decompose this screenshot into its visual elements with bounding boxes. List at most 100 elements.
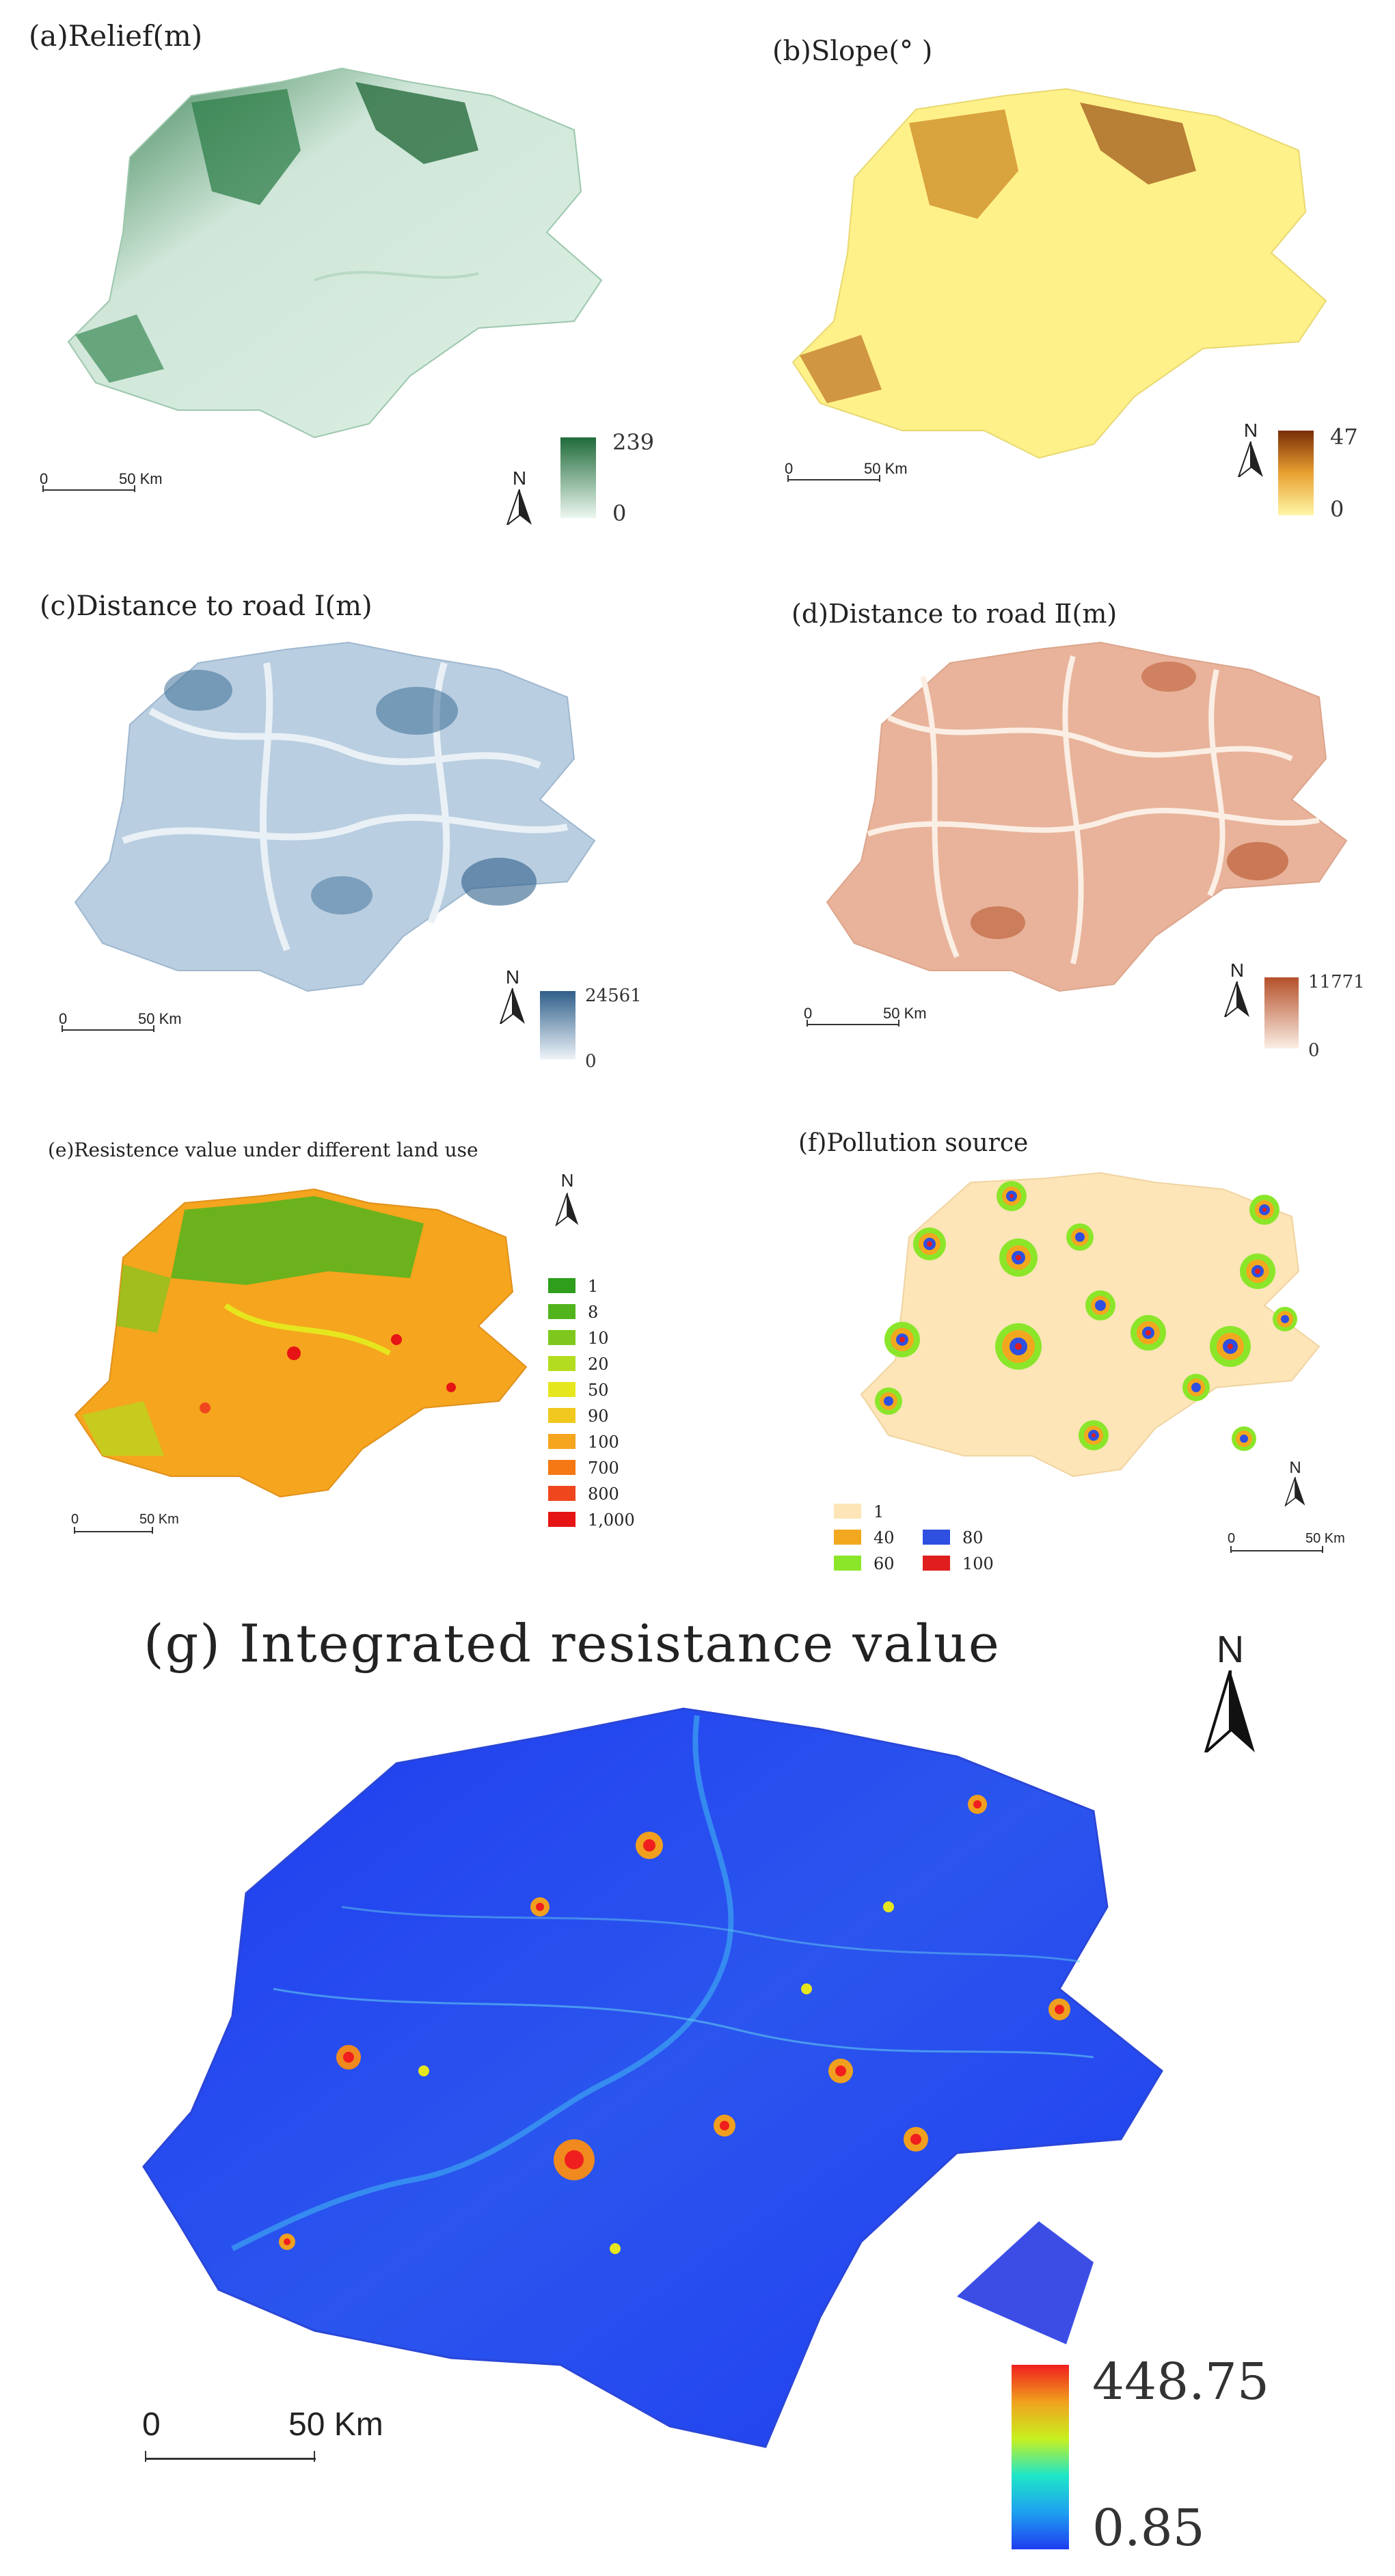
ramp-min-label: 0 xyxy=(612,500,627,526)
legend-label: 1 xyxy=(588,1277,599,1296)
land-use-legend-item: 8 xyxy=(548,1303,671,1322)
legend-label: 100 xyxy=(588,1433,619,1452)
panel-slope: (b)Slope(° ) 0 50 Km N 47 0 xyxy=(724,0,1394,533)
land-use-legend-item: 800 xyxy=(548,1484,671,1504)
legend-swatch xyxy=(923,1556,950,1571)
scale-distance-label: 50 Km xyxy=(1305,1531,1345,1546)
north-arrow: N xyxy=(1189,1627,1271,1766)
relief-legend-ramp: 239 0 xyxy=(560,429,677,526)
legend-label: 60 xyxy=(873,1554,895,1573)
ramp-min-label: 0.85 xyxy=(1092,2499,1205,2558)
ramp-min-label: 0 xyxy=(1308,1040,1320,1061)
land-use-legend-item: 1,000 xyxy=(548,1510,671,1530)
panel-title: (g) Integrated resistance value xyxy=(144,1613,1001,1674)
scale-distance-label: 50 Km xyxy=(138,1010,182,1027)
scale-distance-label: 50 Km xyxy=(288,2406,383,2443)
legend-label: 1 xyxy=(873,1502,884,1521)
pollution-legend-item-60: 60 xyxy=(834,1554,930,1573)
land-use-map xyxy=(74,1188,528,1498)
legend-swatch xyxy=(548,1330,575,1345)
scale-bar: 0 50 Km xyxy=(59,1010,182,1039)
pollution-map xyxy=(860,1171,1320,1478)
scale-bar: 0 50 Km xyxy=(804,1005,927,1033)
north-arrow: N xyxy=(547,1170,588,1229)
scale-zero-label: 0 xyxy=(1228,1531,1236,1546)
slope-map xyxy=(791,87,1327,459)
pollution-buffers xyxy=(875,1181,1297,1451)
legend-swatch xyxy=(548,1382,575,1397)
north-label: N xyxy=(1216,1627,1245,1670)
ramp-max-label: 11771 xyxy=(1308,972,1365,992)
scale-zero-label: 0 xyxy=(40,470,49,487)
region-shape xyxy=(67,67,603,439)
scale-bar: 0 50 Km xyxy=(785,460,908,489)
panel-title: (b)Slope(° ) xyxy=(772,36,933,67)
pollution-legend-item-1: 1 xyxy=(834,1502,930,1521)
panel-title: (d)Distance to road Ⅱ(m) xyxy=(791,599,1118,629)
north-label: N xyxy=(1230,960,1245,981)
pollution-legend-item-40: 40 xyxy=(834,1528,930,1547)
legend-swatch xyxy=(548,1486,575,1501)
panel-distance-road-2: (d)Distance to road Ⅱ(m) 0 50 Km N 11771… xyxy=(724,567,1394,1087)
legend-swatch xyxy=(548,1460,575,1475)
land-use-legend-item: 100 xyxy=(548,1433,671,1452)
land-use-legend-item: 90 xyxy=(548,1407,671,1426)
distance-road-2-map xyxy=(826,641,1348,992)
ramp-max-label: 448.75 xyxy=(1092,2353,1269,2411)
north-arrow: N xyxy=(492,966,533,1025)
legend-swatch xyxy=(548,1434,575,1449)
land-use-legend-item: 700 xyxy=(548,1459,671,1478)
ramp-min-label: 0 xyxy=(1330,496,1344,522)
north-label: N xyxy=(560,1170,574,1191)
land-use-legend-item: 10 xyxy=(548,1329,671,1348)
relief-map xyxy=(67,67,603,439)
legend-swatch xyxy=(834,1504,861,1519)
pollution-legend-item-80: 80 xyxy=(923,1528,1018,1547)
legend-label: 20 xyxy=(588,1355,609,1374)
legend-label: 10 xyxy=(588,1329,609,1348)
legend-label: 80 xyxy=(962,1528,984,1547)
scale-distance-label: 50 Km xyxy=(883,1005,927,1022)
legend-swatch xyxy=(548,1512,575,1527)
legend-label: 1,000 xyxy=(588,1510,635,1530)
legend-swatch xyxy=(548,1408,575,1423)
panel-distance-road-1: (c)Distance to road Ⅰ(m) 0 50 Km N 24561… xyxy=(0,567,683,1087)
scale-zero-label: 0 xyxy=(59,1010,68,1027)
scale-zero-label: 0 xyxy=(804,1005,813,1022)
region-shape xyxy=(860,1171,1320,1478)
legend-swatch xyxy=(834,1530,861,1545)
legend-label: 50 xyxy=(588,1381,609,1400)
distance-road-1-legend-ramp: 24561 0 xyxy=(540,986,670,1073)
scale-zero-label: 0 xyxy=(785,460,794,477)
slope-legend-ramp: 47 0 xyxy=(1278,424,1387,522)
panel-title: (f)Pollution source xyxy=(798,1129,1029,1157)
ramp-max-label: 24561 xyxy=(585,986,642,1006)
scale-distance-label: 50 Km xyxy=(864,460,908,477)
scale-bar: 0 50 Km xyxy=(40,470,163,499)
panel-relief: (a)Relief(m) 0 50 Km N 239 0 xyxy=(0,0,683,533)
ramp-min-label: 0 xyxy=(585,1051,597,1072)
legend-swatch xyxy=(548,1356,575,1371)
north-label: N xyxy=(505,966,520,988)
legend-swatch xyxy=(834,1556,861,1571)
north-arrow: N xyxy=(1230,420,1271,478)
north-label: N xyxy=(1289,1459,1301,1477)
legend-label: 8 xyxy=(588,1303,599,1322)
land-use-legend-item: 1 xyxy=(548,1277,671,1296)
ramp-max-label: 47 xyxy=(1330,424,1358,450)
scale-distance-label: 50 Km xyxy=(139,1512,179,1527)
north-arrow: N xyxy=(1278,1459,1312,1509)
panel-title: (a)Relief(m) xyxy=(29,19,203,53)
integrated-resistance-map xyxy=(142,1707,1163,2448)
region-shape xyxy=(791,87,1327,459)
north-arrow: N xyxy=(499,467,540,526)
distance-road-2-legend-ramp: 11771 0 xyxy=(1264,972,1387,1066)
region-shape xyxy=(142,1707,1163,2448)
scale-zero-label: 0 xyxy=(71,1512,79,1527)
legend-label: 800 xyxy=(588,1484,619,1504)
legend-label: 700 xyxy=(588,1459,619,1478)
integrated-resistance-legend-ramp: 448.75 0.85 xyxy=(1012,2353,1326,2563)
scale-bar: 0 50 Km xyxy=(142,2406,383,2474)
land-use-legend-item: 20 xyxy=(548,1355,671,1374)
legend-label: 100 xyxy=(962,1554,994,1573)
